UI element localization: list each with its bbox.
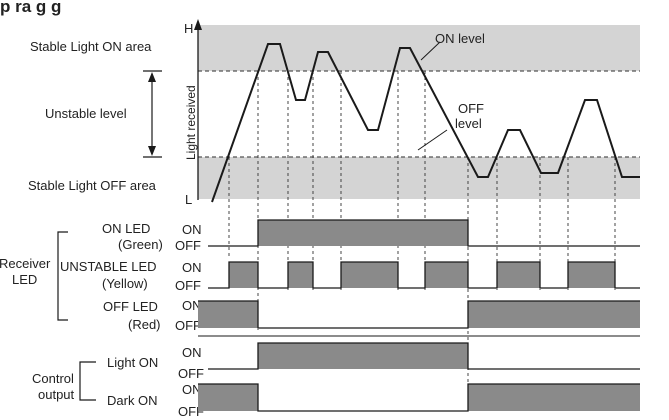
control-output-bracket (79, 361, 96, 401)
receiver-led-bracket (57, 231, 68, 321)
on-led-active-block (258, 220, 468, 246)
light-received-waveform (211, 43, 640, 203)
axis-high-label: H (184, 21, 193, 36)
on-led-color: (Green) (118, 237, 163, 252)
unstable-led-active-blocks (229, 262, 615, 288)
off-level-label-line2: level (455, 116, 482, 131)
dark-on-active-block-1 (198, 384, 258, 411)
off-led-row: OFF LED (Red) ON OFF (103, 298, 640, 333)
unstable-led-color: (Yellow) (102, 276, 148, 291)
stable-off-area-label: Stable Light OFF area (28, 178, 157, 193)
unstable-led-label: UNSTABLE LED (60, 259, 157, 274)
unstable-led-row: UNSTABLE LED (Yellow) ON OFF (60, 259, 640, 293)
light-on-label: Light ON (107, 355, 158, 370)
on-led-off-state: OFF (175, 238, 201, 253)
control-group-label: Control (32, 371, 74, 386)
axis-low-label: L (185, 192, 192, 207)
light-on-row: Light ON ON OFF (107, 342, 640, 381)
receiver-group-label: Receiver (0, 256, 51, 271)
on-level-leader (420, 41, 441, 61)
stable-light-off-band (198, 157, 640, 199)
off-level-leader (417, 129, 448, 151)
off-led-color: (Red) (128, 317, 161, 332)
off-level-label-line1: OFF (458, 101, 484, 116)
unstable-range-arrow-up (148, 72, 156, 82)
light-on-off-state: OFF (178, 366, 204, 381)
on-led-on-state: ON (182, 222, 202, 237)
light-on-signal (208, 342, 640, 370)
axis-y-title: Light received (184, 85, 198, 160)
unstable-led-signal (208, 261, 640, 289)
receiver-group-sublabel: LED (12, 272, 37, 287)
dark-on-on-state: ON (182, 382, 202, 397)
off-led-label: OFF LED (103, 299, 158, 314)
dark-on-active-block-2 (468, 384, 640, 411)
dark-on-label: Dark ON (107, 393, 158, 408)
off-led-off-state: OFF (175, 318, 201, 333)
y-axis-arrow (194, 19, 202, 30)
unstable-led-on-state: ON (182, 260, 202, 275)
light-on-active-block (258, 343, 468, 369)
dark-on-off-state: OFF (178, 404, 204, 419)
stable-on-area-label: Stable Light ON area (30, 39, 152, 54)
unstable-level-label: Unstable level (45, 106, 127, 121)
dark-on-signal (198, 383, 640, 412)
light-on-on-state: ON (182, 345, 202, 360)
unstable-range-arrow-down (148, 146, 156, 156)
on-led-row: ON LED (Green) ON OFF (102, 219, 640, 253)
control-group-sublabel: output (38, 387, 75, 402)
off-led-on-state: ON (182, 298, 202, 313)
diagram-title: p ra g g (0, 0, 61, 16)
on-led-signal (208, 219, 640, 247)
on-level-label: ON level (435, 31, 485, 46)
on-led-label: ON LED (102, 221, 150, 236)
off-led-signal (198, 300, 640, 329)
unstable-led-off-state: OFF (175, 278, 201, 293)
off-led-active-block-2 (468, 301, 640, 328)
off-led-active-block-1 (198, 301, 258, 328)
dark-on-row: Dark ON ON OFF (107, 382, 640, 419)
